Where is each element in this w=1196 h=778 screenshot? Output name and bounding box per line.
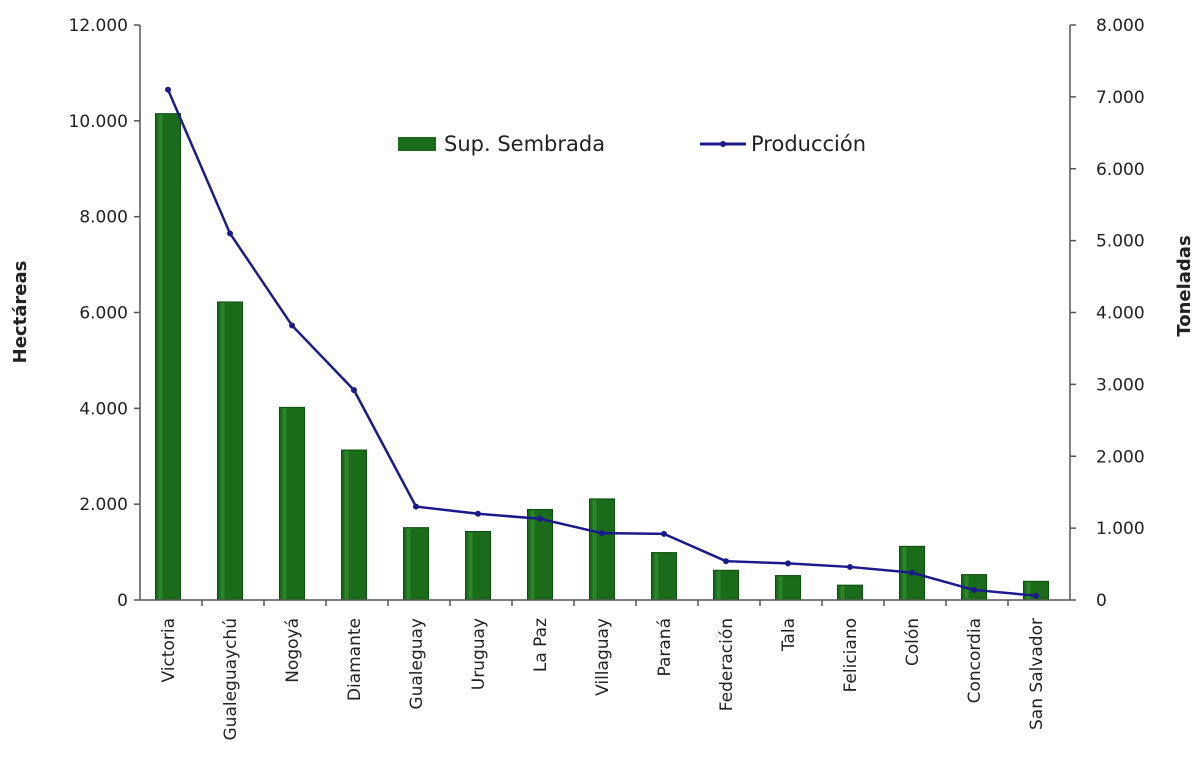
category-label: Colón bbox=[903, 618, 923, 666]
line-point bbox=[537, 515, 543, 522]
bar-highlight bbox=[158, 114, 163, 599]
category-label: Concordia bbox=[965, 618, 985, 703]
right-tick-label: 5.000 bbox=[1096, 232, 1145, 252]
category-label: Paraná bbox=[655, 618, 675, 677]
category-label: La Paz bbox=[531, 618, 551, 672]
line-point bbox=[227, 230, 233, 237]
category-label: Feliciano bbox=[841, 618, 861, 692]
right-axis-title: Toneladas bbox=[1174, 235, 1195, 336]
right-tick-label: 2.000 bbox=[1096, 447, 1145, 467]
bar-highlight bbox=[592, 499, 597, 599]
left-tick-label: 2.000 bbox=[79, 495, 128, 515]
line-point bbox=[1033, 592, 1039, 599]
bar-series bbox=[155, 113, 1049, 601]
category-label: San Salvador bbox=[1027, 618, 1047, 730]
right-tick-label: 0 bbox=[1096, 591, 1107, 611]
bar-highlight bbox=[220, 302, 225, 599]
left-tick-label: 8.000 bbox=[79, 208, 128, 228]
right-tick-label: 1.000 bbox=[1096, 519, 1145, 539]
bar-highlight bbox=[530, 510, 535, 599]
line-point bbox=[475, 510, 481, 517]
category-labels: Victoria Gualeguaychú Nogoyá Diamante Gualeg… bbox=[159, 600, 1047, 741]
left-tick-label: 6.000 bbox=[79, 304, 128, 324]
bar-highlight bbox=[406, 528, 411, 599]
line-point bbox=[661, 530, 667, 537]
bar-highlight bbox=[1026, 582, 1031, 599]
line-point bbox=[165, 86, 171, 93]
legend-bar-swatch bbox=[398, 137, 436, 151]
category-label: Victoria bbox=[159, 618, 179, 683]
legend-bar-label: Sup. Sembrada bbox=[444, 132, 605, 156]
category-label: Diamante bbox=[345, 618, 365, 701]
left-tick-label: 0 bbox=[117, 591, 128, 611]
line-point bbox=[599, 530, 605, 537]
category-label: Gualeguaychú bbox=[221, 618, 241, 741]
category-label: Nogoyá bbox=[283, 618, 303, 683]
left-axis-ticks: 0 2.000 4.000 6.000 8.000 10.000 12.000 bbox=[69, 16, 140, 611]
legend-line-marker bbox=[720, 141, 726, 147]
category-label: Gualeguay bbox=[407, 618, 427, 710]
bar-highlight bbox=[654, 553, 659, 599]
line-series bbox=[165, 86, 1039, 599]
left-axis-title: Hectáreas bbox=[10, 261, 31, 364]
bar-highlight bbox=[716, 571, 721, 599]
bar-highlight bbox=[282, 408, 287, 599]
right-tick-label: 4.000 bbox=[1096, 304, 1145, 324]
right-axis-ticks: 0 1.000 2.000 3.000 4.000 5.000 6.000 7.000 8.00… bbox=[1070, 16, 1145, 611]
category-label: Uruguay bbox=[469, 618, 489, 690]
line-point bbox=[847, 563, 853, 570]
left-tick-label: 4.000 bbox=[79, 399, 128, 419]
left-tick-label: 10.000 bbox=[69, 112, 128, 132]
line-point bbox=[723, 558, 729, 565]
bar-highlight bbox=[344, 451, 349, 599]
legend-line-label: Producción bbox=[751, 132, 866, 156]
line-point bbox=[909, 569, 915, 576]
bar-highlight bbox=[468, 532, 473, 599]
bar-highlight bbox=[840, 586, 845, 599]
right-tick-label: 6.000 bbox=[1096, 160, 1145, 180]
line-point bbox=[351, 387, 357, 394]
category-label: Tala bbox=[779, 618, 799, 652]
right-tick-label: 8.000 bbox=[1096, 16, 1145, 36]
category-label: Federación bbox=[717, 618, 737, 711]
bar-highlight bbox=[778, 576, 783, 599]
legend: Sup. Sembrada Producción bbox=[398, 132, 866, 156]
line-point bbox=[289, 322, 295, 329]
left-tick-label: 12.000 bbox=[69, 16, 128, 36]
category-label: Villaguay bbox=[593, 618, 613, 696]
line-point bbox=[971, 586, 977, 593]
right-tick-label: 7.000 bbox=[1096, 88, 1145, 108]
line-point bbox=[785, 560, 791, 567]
right-tick-label: 3.000 bbox=[1096, 375, 1145, 395]
line-point bbox=[413, 503, 419, 510]
